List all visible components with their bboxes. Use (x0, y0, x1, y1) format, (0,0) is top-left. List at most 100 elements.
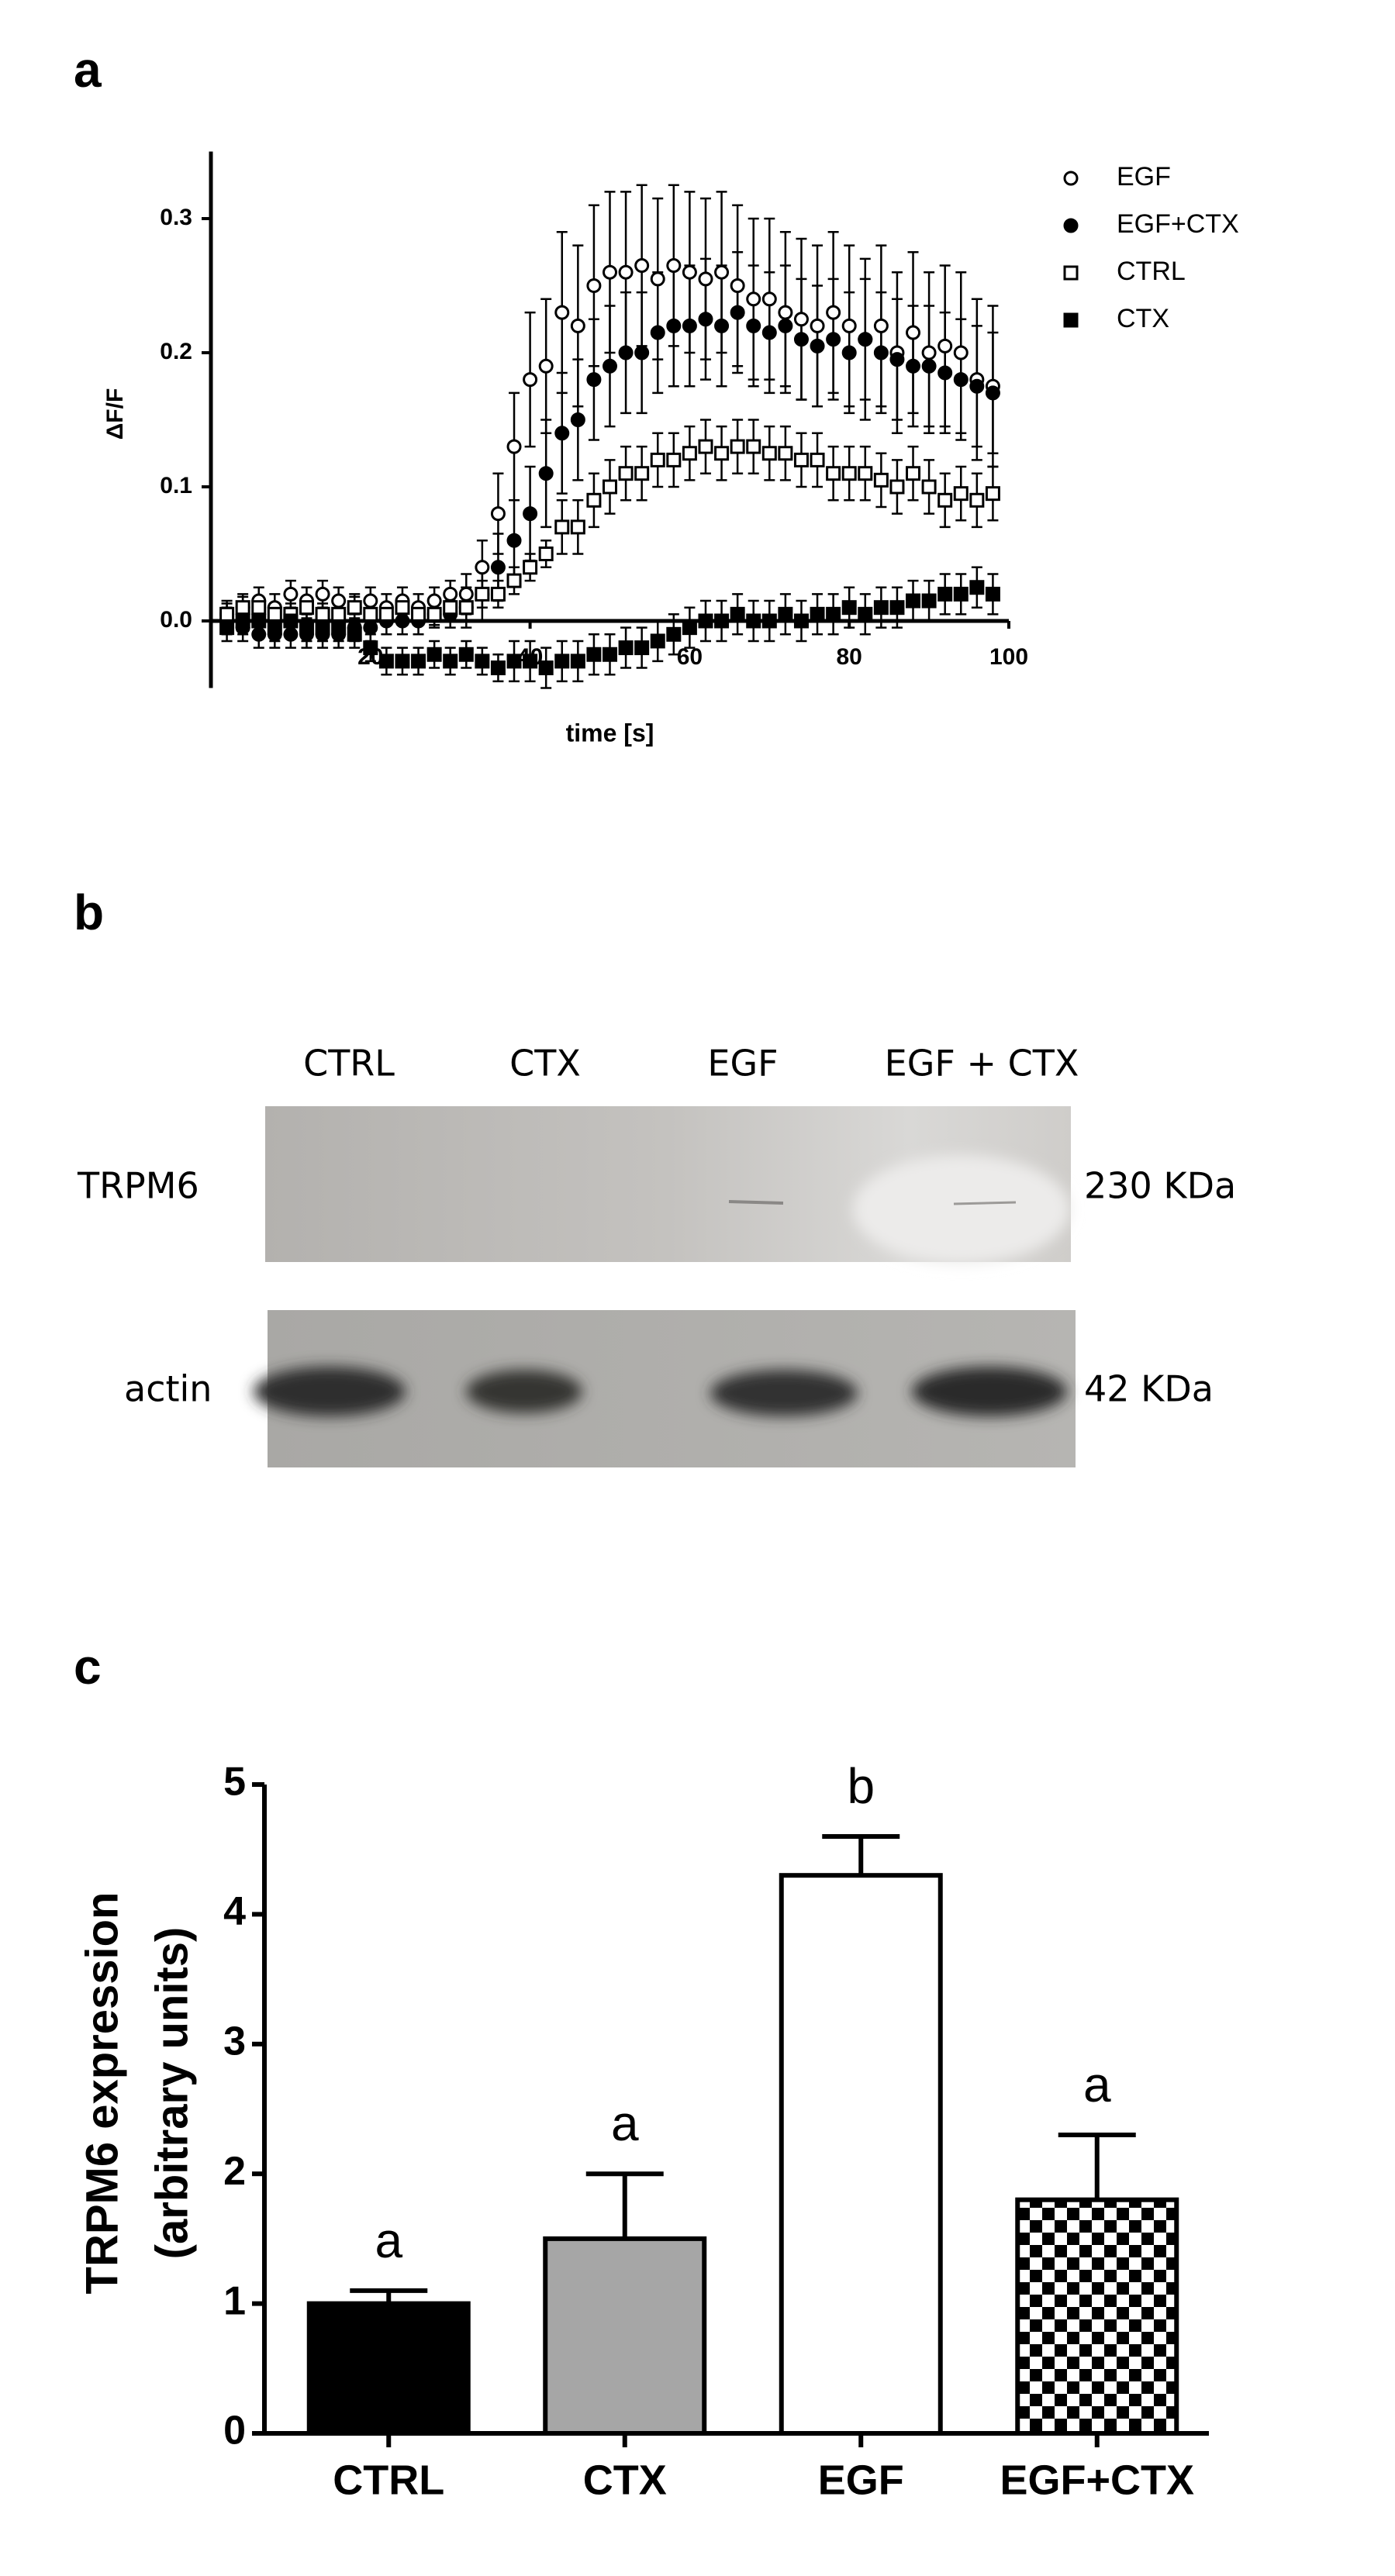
y-tick-label: 2 (223, 2149, 246, 2194)
marker (730, 278, 745, 293)
marker (889, 352, 905, 367)
marker (746, 318, 761, 333)
y-tick-label: 0 (223, 2409, 246, 2454)
marker (858, 466, 873, 481)
marker (618, 466, 634, 481)
marker (475, 653, 490, 669)
marker (586, 647, 602, 662)
marker (778, 446, 793, 461)
marker (554, 519, 570, 535)
marker (793, 332, 809, 347)
marker (793, 613, 809, 629)
marker (363, 593, 378, 609)
marker (906, 358, 921, 374)
marker (490, 586, 506, 602)
marker (698, 271, 713, 287)
marker (395, 653, 410, 669)
y-axis-label: (arbitrary units) (147, 1927, 197, 2260)
marker (363, 620, 378, 636)
marker (810, 338, 825, 353)
marker (650, 271, 665, 287)
marker (283, 613, 299, 629)
x-tick-label: EGF (818, 2457, 904, 2503)
y-axis-label: ΔF/F (102, 388, 128, 440)
marker (378, 653, 394, 669)
marker (315, 586, 330, 602)
annotation: a (1083, 2057, 1111, 2112)
marker (603, 479, 617, 495)
error-bar (1058, 2132, 1136, 2200)
annotation: a (375, 2212, 402, 2268)
bar (306, 2301, 471, 2436)
marker (586, 278, 602, 293)
marker (730, 439, 745, 454)
marker (969, 378, 985, 394)
panel-label: a (74, 42, 102, 98)
marker (906, 593, 921, 609)
marker (586, 492, 602, 508)
marker (618, 640, 634, 656)
marker (634, 258, 650, 274)
marker (411, 653, 426, 669)
marker (538, 466, 554, 481)
marker (858, 606, 873, 622)
marker (378, 606, 394, 622)
marker (570, 318, 585, 333)
y-axis-label: TRPM6 expression (77, 1892, 127, 2295)
panel-label: b (74, 885, 104, 940)
marker (921, 358, 937, 374)
marker (331, 620, 347, 636)
marker (235, 613, 250, 629)
marker (395, 613, 410, 629)
bar (779, 1873, 943, 2436)
marker (906, 466, 921, 481)
marker (666, 318, 682, 333)
marker (490, 506, 506, 522)
marker (666, 258, 682, 274)
marker (458, 647, 474, 662)
marker (554, 305, 570, 320)
marker (634, 640, 650, 656)
marker (746, 439, 761, 454)
marker (251, 613, 267, 629)
marker (570, 519, 585, 535)
marker (810, 318, 825, 333)
marker (730, 606, 745, 622)
legend-marker (1063, 171, 1079, 186)
marker (698, 439, 713, 454)
x-axis-label: time [s] (566, 719, 654, 747)
marker (443, 586, 458, 602)
marker (315, 606, 330, 622)
marker (969, 580, 985, 595)
y-tick-label: 5 (223, 1760, 246, 1805)
marker (714, 264, 730, 280)
marker (921, 345, 937, 360)
marker (937, 338, 953, 353)
marker (251, 600, 267, 616)
marker (538, 358, 554, 374)
marker (761, 325, 777, 340)
blot-band (728, 1200, 784, 1205)
marker (347, 600, 362, 616)
blot-band (254, 1367, 406, 1416)
marker (714, 613, 730, 629)
size-label: 42 KDa (1084, 1368, 1214, 1410)
marker (873, 318, 889, 333)
marker (953, 586, 969, 602)
marker (634, 345, 650, 360)
marker (283, 626, 299, 642)
marker (889, 479, 905, 495)
marker (841, 600, 857, 616)
marker (889, 600, 905, 616)
y-tick-label: 4 (223, 1889, 246, 1934)
marker (299, 620, 314, 636)
marker (841, 466, 857, 481)
marker (618, 264, 634, 280)
blot-band (953, 1201, 1017, 1205)
marker (969, 492, 985, 508)
marker (603, 264, 617, 280)
legend-label: EGF+CTX (1117, 209, 1239, 239)
y-tick-label: 0.2 (160, 339, 192, 364)
marker (523, 560, 538, 575)
marker (426, 593, 442, 609)
